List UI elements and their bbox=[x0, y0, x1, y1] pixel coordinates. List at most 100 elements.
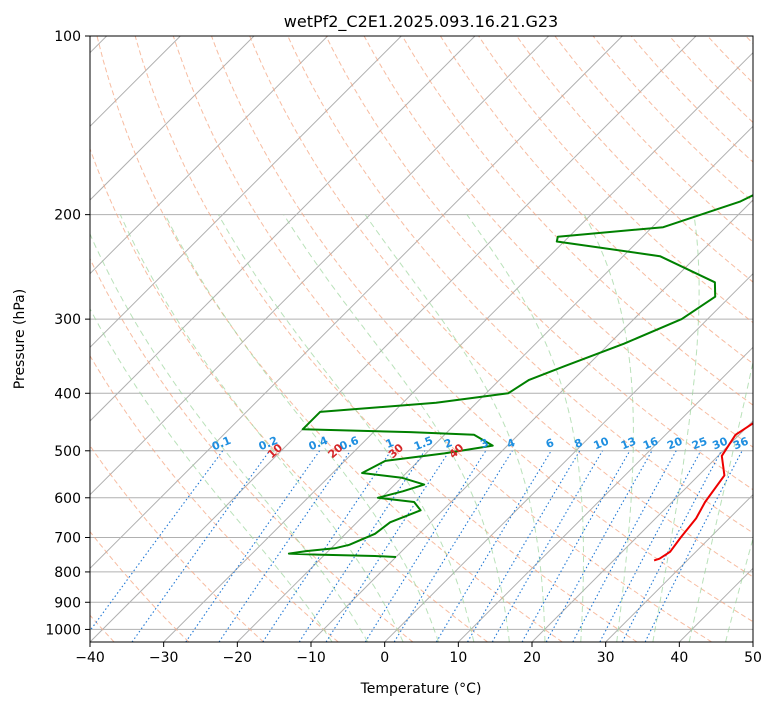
y-tick-label: 100 bbox=[54, 29, 81, 45]
moist-adiabat-line bbox=[119, 214, 404, 642]
moist-adiabat-line bbox=[364, 214, 546, 642]
dry-adiabat-line bbox=[90, 444, 264, 642]
isotherm-line bbox=[90, 36, 550, 496]
mixing-ratio-line bbox=[90, 450, 224, 632]
isotherm-line bbox=[236, 125, 753, 642]
moist-adiabat-line bbox=[283, 214, 510, 642]
mixing-ratio-label: 13 bbox=[619, 435, 638, 453]
temperature-profile-line bbox=[653, 422, 753, 562]
mixing-ratio-label: 30 bbox=[711, 435, 730, 453]
isotherm-line bbox=[310, 199, 753, 642]
dry-adiabat-line bbox=[439, 36, 753, 365]
y-tick-label: 600 bbox=[54, 491, 81, 507]
y-axis-label: Pressure (hPa) bbox=[12, 289, 28, 389]
mixing-ratio-label: 8 bbox=[572, 436, 584, 451]
x-tick-label: −30 bbox=[149, 650, 179, 666]
x-tick-label: 20 bbox=[523, 650, 541, 666]
dewpoint-profile-line bbox=[287, 194, 753, 558]
mixing-ratio-line bbox=[364, 450, 487, 642]
dry-adiabat-line bbox=[211, 36, 753, 623]
moist-adiabat-line bbox=[725, 536, 753, 642]
moist-adiabat-line bbox=[466, 214, 584, 642]
moist-adiabat-line bbox=[583, 214, 634, 642]
dry-adiabat-line bbox=[516, 36, 753, 283]
moist-adiabat-line bbox=[90, 232, 369, 642]
y-tick-label: 200 bbox=[54, 208, 81, 224]
x-tick-label: 30 bbox=[597, 650, 615, 666]
mixing-ratio-line bbox=[262, 450, 392, 642]
moist-adiabat-line bbox=[90, 307, 333, 642]
isotherm-line bbox=[90, 36, 697, 642]
isotherm-line bbox=[90, 36, 623, 570]
isotherm-line bbox=[752, 641, 753, 642]
x-tick-label: −40 bbox=[75, 650, 105, 666]
mixing-ratio-line bbox=[521, 450, 631, 642]
dry-adiabat-line bbox=[325, 36, 753, 491]
dry-adiabat-line bbox=[134, 36, 638, 642]
dry-adiabat-line bbox=[363, 36, 753, 448]
isotherm-line bbox=[605, 493, 753, 642]
x-tick-label: 50 bbox=[744, 650, 762, 666]
mixing-ratio-line bbox=[185, 450, 321, 642]
mixing-ratio-line bbox=[131, 450, 271, 642]
x-tick-label: −20 bbox=[223, 650, 253, 666]
mixing-ratio-label: 10 bbox=[592, 435, 611, 453]
y-tick-label: 500 bbox=[54, 444, 81, 460]
x-tick-label: −10 bbox=[296, 650, 326, 666]
y-tick-label: 1000 bbox=[45, 622, 81, 638]
moist-adiabat-line bbox=[688, 359, 753, 642]
y-tick-label: 900 bbox=[54, 595, 81, 611]
y-tick-label: 700 bbox=[54, 531, 81, 547]
mixing-ratio-label: 2 bbox=[442, 436, 454, 451]
dry-adiabat-line bbox=[669, 36, 753, 124]
dry-adiabat-line bbox=[592, 36, 753, 203]
isotherm-line bbox=[384, 272, 753, 642]
axis-ticks: −40 −30 −20 −10 0 10 20 30 40 50 100 200 300 400 500 60… bbox=[45, 29, 762, 666]
isotherm-line bbox=[90, 36, 476, 422]
moist-adiabat-line bbox=[652, 214, 700, 642]
mixing-ratio-label: 36 bbox=[731, 435, 750, 453]
mixing-ratio-label: 25 bbox=[690, 435, 709, 453]
dry-adiabat-line bbox=[401, 36, 753, 406]
isotherm-line bbox=[531, 420, 753, 642]
isotherm-line bbox=[90, 36, 329, 275]
x-tick-label: 10 bbox=[449, 650, 467, 666]
mixing-ratio-line bbox=[621, 450, 722, 642]
dry-adiabat-line bbox=[707, 36, 753, 84]
mixing-ratio-line bbox=[644, 450, 743, 642]
series-layer bbox=[287, 194, 753, 562]
dry-adiabat-line bbox=[90, 147, 488, 642]
x-axis-label: Temperature (°C) bbox=[360, 681, 482, 697]
chart-title: wetPf2_C2E1.2025.093.16.21.G23 bbox=[284, 12, 558, 32]
mixing-ratio-label: 1 bbox=[384, 436, 396, 451]
mixing-ratio-label: 16 bbox=[641, 435, 660, 453]
mixing-ratio-line bbox=[325, 450, 451, 642]
mixing-ratio-label: 4 bbox=[505, 436, 517, 451]
mixing-ratio-label: 3 bbox=[478, 436, 490, 451]
isotherm-line bbox=[90, 36, 402, 349]
y-tick-label: 300 bbox=[54, 312, 81, 328]
dry-adiabat-line bbox=[90, 354, 339, 642]
y-tick-label: 800 bbox=[54, 565, 81, 581]
mixing-ratio-line bbox=[435, 450, 552, 642]
moist-adiabat-line bbox=[218, 214, 475, 642]
plot-frame bbox=[89, 35, 754, 643]
dry-adiabat-line bbox=[249, 36, 753, 578]
moist-adiabat-line bbox=[164, 214, 439, 642]
dry-adiabat-line bbox=[90, 257, 414, 642]
mixing-ratio-label: 20 bbox=[665, 435, 684, 453]
mixing-ratio-label: 6 bbox=[544, 436, 556, 451]
dry-adiabat-line bbox=[172, 36, 712, 642]
x-tick-label: 0 bbox=[380, 650, 389, 666]
x-tick-label: 40 bbox=[670, 650, 688, 666]
isotherm-line bbox=[163, 51, 753, 642]
isotherm-line bbox=[90, 36, 255, 201]
isotherm-line bbox=[457, 346, 753, 642]
dry-adiabat-line bbox=[96, 36, 563, 642]
mixing-ratio-line bbox=[545, 450, 653, 642]
background-lines bbox=[90, 36, 753, 642]
mixing-ratio-line bbox=[218, 450, 351, 642]
dry-adiabat-line bbox=[554, 36, 753, 243]
mixing-ratio-line bbox=[572, 450, 677, 642]
dry-adiabat-line bbox=[90, 530, 190, 642]
